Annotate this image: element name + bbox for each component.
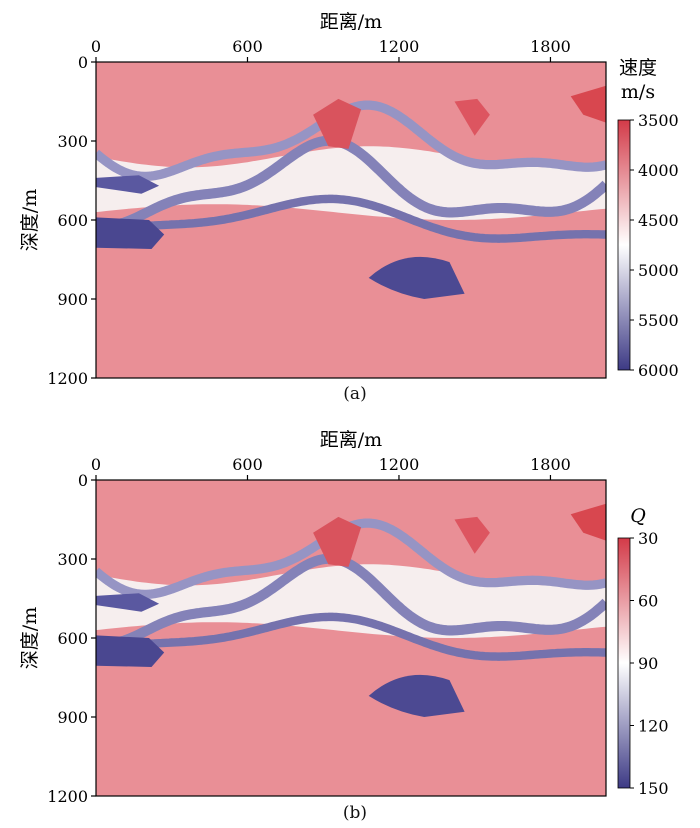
- model-field: [96, 62, 606, 378]
- panel-a: 0 600 1200 1800 距离/m 0 300 600 900 1200 深度/m 3500 40…: [0, 0, 700, 410]
- velocity-chart: 0 600 1200 1800 距离/m 0 300 600 900 1200 深度/m 3500 40…: [19, 11, 679, 388]
- model-body: [96, 593, 160, 612]
- colorbar-tick-label: 6000: [638, 361, 679, 380]
- y-tick-label: 1200: [47, 369, 88, 388]
- fold-band: [96, 135, 606, 231]
- colorbar-tick-label: 4500: [638, 211, 679, 230]
- y-tick-label: 900: [57, 290, 88, 309]
- x-tick-label: 1800: [530, 455, 571, 474]
- colorbar-tick-label: 5500: [638, 311, 679, 330]
- colorbar-tick-label: 30: [638, 529, 658, 548]
- colorbar-tick-label: 90: [638, 654, 658, 673]
- colorbar-tick-label: 120: [638, 717, 669, 736]
- model-body: [570, 85, 606, 123]
- colorbar-title: m/s: [621, 81, 655, 103]
- x-tick-label: 1800: [530, 37, 571, 56]
- y-axis-label: 深度/m: [19, 189, 41, 251]
- colorbar: [617, 119, 631, 371]
- fold-band: [96, 194, 606, 243]
- colorbar-tick-label: 3500: [638, 111, 679, 130]
- q-chart: 0 600 1200 1800 距离/m 0 300 600 900 1200 深度/m 30 60 90…: [19, 429, 669, 806]
- y-tick-label: 600: [57, 211, 88, 230]
- model-body: [96, 635, 165, 667]
- colorbar: [617, 537, 631, 789]
- model-layer: [96, 480, 606, 796]
- x-tick-label: 0: [91, 37, 101, 56]
- x-tick-label: 0: [91, 455, 101, 474]
- colorbar-tick-label: 4000: [638, 161, 679, 180]
- model-body: [96, 217, 165, 249]
- x-axis-label: 距离/m: [320, 429, 382, 451]
- model-body: [96, 175, 160, 194]
- y-tick-label: 300: [57, 132, 88, 151]
- colorbar-tick-label: 60: [638, 592, 658, 611]
- y-tick-label: 1200: [47, 787, 88, 806]
- fold-band: [96, 553, 606, 649]
- caption-b: (b): [342, 803, 368, 823]
- caption-a: (a): [343, 384, 367, 404]
- model-body: [454, 98, 490, 136]
- model-body: [368, 256, 465, 299]
- x-tick-label: 1200: [379, 37, 420, 56]
- x-tick-label: 600: [232, 455, 263, 474]
- y-tick-label: 300: [57, 550, 88, 569]
- model-layer: [96, 62, 606, 378]
- y-tick-label: 900: [57, 708, 88, 727]
- x-tick-label: 600: [232, 37, 263, 56]
- model-body: [313, 98, 362, 149]
- x-tick-label: 1200: [379, 455, 420, 474]
- colorbar-tick-label: 150: [638, 779, 669, 798]
- colorbar-title: 速度: [619, 57, 657, 79]
- model-body: [368, 674, 465, 717]
- model-body: [570, 503, 606, 541]
- colorbar-tick-label: 5000: [638, 261, 679, 280]
- y-tick-label: 0: [78, 471, 88, 490]
- colorbar-title: Q: [630, 505, 646, 527]
- panel-b: 0 600 1200 1800 距离/m 0 300 600 900 1200 深度/m 30 60 90…: [0, 418, 700, 828]
- model-field: [96, 480, 606, 796]
- model-body: [313, 516, 362, 567]
- y-axis-label: 深度/m: [19, 607, 41, 669]
- x-axis-label: 距离/m: [320, 11, 382, 33]
- y-tick-label: 0: [78, 53, 88, 72]
- model-body: [454, 516, 490, 554]
- fold-band: [96, 612, 606, 661]
- y-tick-label: 600: [57, 629, 88, 648]
